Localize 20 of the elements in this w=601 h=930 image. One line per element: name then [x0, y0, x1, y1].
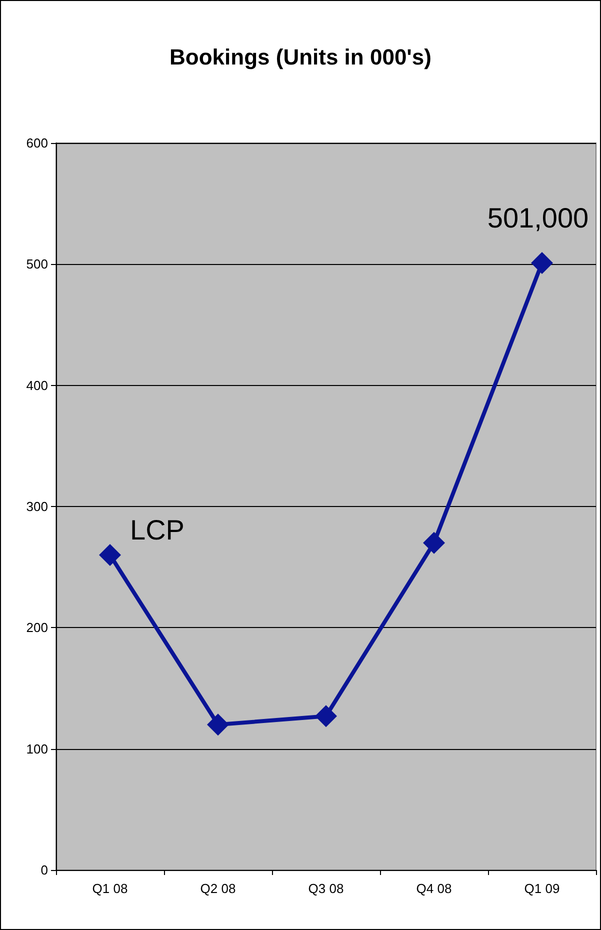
y-tick-label: 200 — [26, 620, 48, 636]
y-tick-label: 300 — [26, 499, 48, 514]
x-tick-label: Q1 08 — [92, 881, 128, 896]
point — [531, 252, 553, 274]
x-tick-label: Q3 08 — [308, 881, 344, 896]
annotation: LCP — [130, 514, 184, 546]
y-tick-label: 0 — [40, 862, 48, 878]
y-tick-label: 500 — [26, 256, 48, 272]
y-tick-label: 600 — [26, 136, 48, 150]
annotation: 501,000 — [487, 202, 589, 234]
x-tick-label: Q2 08 — [200, 881, 236, 896]
x-tick-label: Q4 08 — [416, 881, 452, 896]
point — [423, 532, 445, 554]
y-tick-label: 400 — [26, 378, 48, 393]
point — [99, 544, 121, 566]
x-tick-label: Q1 09 — [524, 881, 560, 896]
point — [315, 705, 337, 728]
chart-title: Bookings (Units in 000's) — [170, 44, 432, 70]
y-tick-label: 100 — [26, 741, 48, 756]
point — [207, 714, 229, 736]
